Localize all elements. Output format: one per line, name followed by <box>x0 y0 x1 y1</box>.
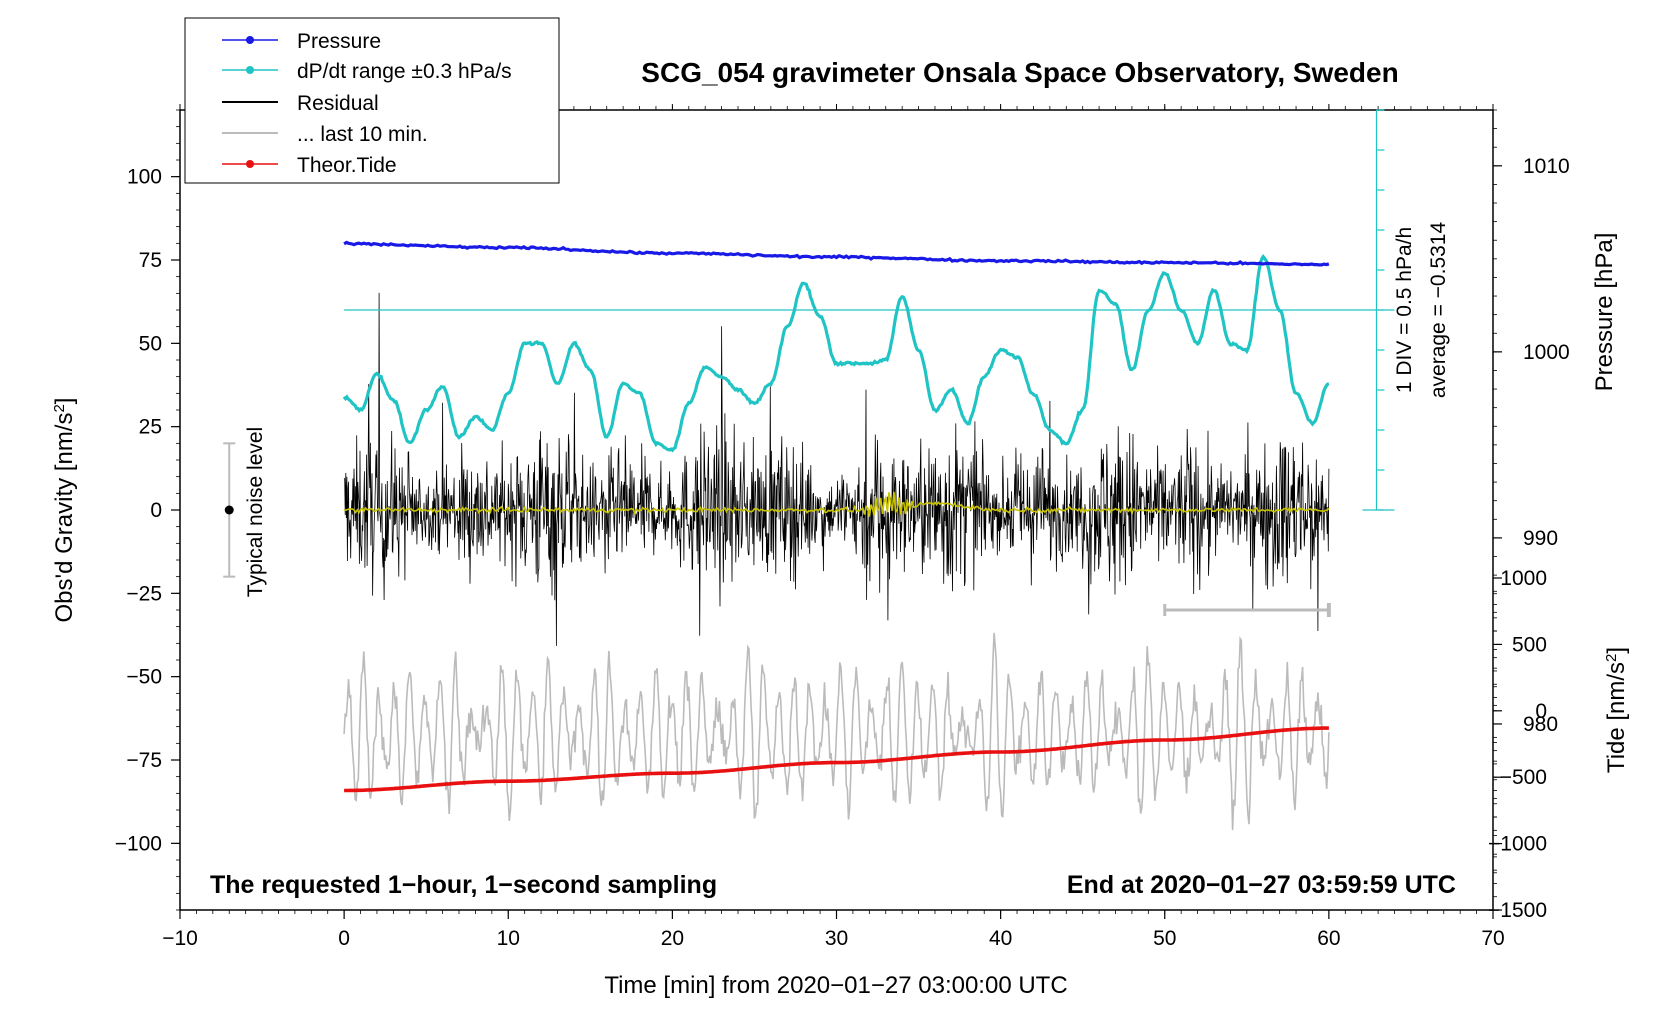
dpdt-line <box>342 254 1330 453</box>
x-tick-label: 30 <box>825 927 848 950</box>
x-tick-label: 0 <box>338 927 350 950</box>
legend-box <box>184 17 560 184</box>
legend-label-last10: ... last 10 min. <box>297 123 428 146</box>
annotation-layer <box>223 109 1395 617</box>
end-note: End at 2020−01−27 03:59:59 UTC <box>1067 871 1456 899</box>
noise-center-dot <box>224 505 234 515</box>
sampling-note: The requested 1−hour, 1−second sampling <box>210 871 717 899</box>
last10-line <box>343 632 1330 831</box>
tide-line <box>344 726 1329 793</box>
pressure-line <box>343 240 1330 267</box>
y-axis-title-left-main: Obs'd Gravity [nm/s <box>51 413 78 623</box>
axes-layer: −10 0 10 20 30 40 50 60 70−100−75−50−25025507510… <box>115 104 1570 950</box>
y-tick-label: −75 <box>126 749 162 772</box>
x-tick-label: 70 <box>1481 927 1504 950</box>
legend-label-tide: Theor.Tide <box>297 154 397 177</box>
x-tick-label: 20 <box>661 927 684 950</box>
tide-tick-label: −1000 <box>1488 833 1547 856</box>
pressure-tick-label: 1010 <box>1523 155 1570 178</box>
data-layer <box>342 240 1330 831</box>
legend: Pressure dP/dt range ±0.3 hPa/s Residual… <box>184 17 560 184</box>
y-tick-label: 75 <box>139 249 162 272</box>
y-axis-title-pressure: Pressure [hPa] <box>1591 233 1618 392</box>
x-tick-label: 40 <box>989 927 1012 950</box>
y-axis-title-tide: Tide [nm/s2] <box>1603 647 1631 773</box>
x-tick-label: 60 <box>1317 927 1340 950</box>
x-tick-label: 10 <box>497 927 520 950</box>
legend-marker-tide <box>246 160 254 168</box>
pressure-tick-label: 1000 <box>1523 341 1570 364</box>
x-tick-label: 50 <box>1153 927 1176 950</box>
pressure-tick-label: 980 <box>1523 713 1558 736</box>
tide-tick-label: 1000 <box>1500 567 1547 590</box>
y-tick-label: 50 <box>139 332 162 355</box>
legend-label-dpdt: dP/dt range ±0.3 hPa/s <box>297 60 512 83</box>
chart-title: SCG_054 gravimeter Onsala Space Observat… <box>641 57 1398 88</box>
pressure-tick-label: 990 <box>1523 527 1558 550</box>
noise-label: Typical noise level <box>244 427 267 597</box>
y-axis-title-left-sup: 2 <box>51 404 68 412</box>
legend-item-residual: Residual <box>222 92 379 115</box>
legend-label-pressure: Pressure <box>297 30 381 53</box>
smoothed-residual-line <box>344 491 1330 517</box>
y-tick-label: 100 <box>127 166 162 189</box>
legend-item-tide: Theor.Tide <box>222 154 397 177</box>
legend-label-residual: Residual <box>297 92 379 115</box>
residual-line <box>343 292 1330 646</box>
y-axis-title-left: Obs'd Gravity [nm/s2] <box>51 398 79 623</box>
y-tick-label: 25 <box>139 416 162 439</box>
y-tick-label: −50 <box>126 666 162 689</box>
y-tick-label: −100 <box>115 832 162 855</box>
legend-item-last10: ... last 10 min. <box>222 123 428 146</box>
y-axis-title-tide-main: Tide [nm/s <box>1603 662 1630 773</box>
div-label: 1 DIV = 0.5 hPa/h <box>1393 227 1416 393</box>
tide-tick-label: 0 <box>1535 700 1547 723</box>
y-axis-title-left-end: ] <box>51 398 78 405</box>
average-label: average = −0.5314 <box>1427 222 1450 399</box>
tide-tick-label: −500 <box>1500 766 1547 789</box>
legend-item-pressure: Pressure <box>222 30 381 53</box>
x-axis-title: Time [min] from 2020−01−27 03:00:00 UTC <box>604 972 1067 999</box>
legend-marker-pressure <box>246 36 254 44</box>
y-axis-title-tide-sup: 2 <box>1603 654 1620 662</box>
legend-item-dpdt: dP/dt range ±0.3 hPa/s <box>222 60 512 83</box>
tide-tick-label: 500 <box>1512 633 1547 656</box>
legend-marker-dpdt <box>246 66 254 74</box>
tide-tick-label: −1500 <box>1488 899 1547 922</box>
y-axis-title-tide-end: ] <box>1603 647 1630 654</box>
y-tick-label: −25 <box>126 582 162 605</box>
x-tick-label: −10 <box>162 927 198 950</box>
y-tick-label: 0 <box>150 499 162 522</box>
